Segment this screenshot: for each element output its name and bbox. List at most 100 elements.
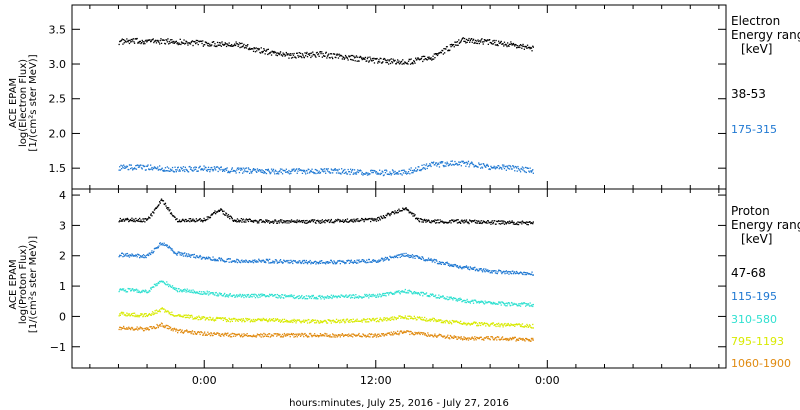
data-point xyxy=(364,334,367,336)
data-point xyxy=(260,170,262,172)
data-point xyxy=(359,335,361,337)
data-point xyxy=(454,297,457,300)
data-point xyxy=(171,41,174,43)
data-point xyxy=(135,165,137,167)
data-point xyxy=(456,266,458,268)
data-point xyxy=(207,292,209,294)
data-point xyxy=(483,303,486,305)
data-point xyxy=(471,299,473,301)
data-point xyxy=(207,42,210,45)
data-point xyxy=(240,335,242,337)
data-point xyxy=(151,327,154,329)
data-point xyxy=(293,336,295,338)
data-point xyxy=(522,221,524,223)
data-point xyxy=(400,61,402,63)
data-point xyxy=(164,311,166,313)
data-point xyxy=(124,290,126,292)
data-point xyxy=(382,217,384,219)
data-point xyxy=(443,335,445,337)
data-point xyxy=(503,270,505,272)
data-point xyxy=(375,318,377,320)
data-point xyxy=(527,303,529,305)
data-point xyxy=(245,221,247,223)
data-point xyxy=(404,317,406,319)
data-point xyxy=(335,219,337,221)
data-point xyxy=(520,324,522,326)
data-point xyxy=(463,40,465,42)
data-point xyxy=(449,321,451,324)
data-point xyxy=(476,325,478,327)
data-point xyxy=(183,290,185,292)
data-point xyxy=(438,294,440,296)
data-point xyxy=(167,325,169,327)
data-point xyxy=(444,297,446,299)
data-point xyxy=(505,222,507,224)
data-point xyxy=(409,211,411,213)
data-point xyxy=(143,41,145,43)
data-point xyxy=(330,53,332,55)
proton-ylabel-line-3: [1/(cm²s ster MeV)] xyxy=(28,236,39,333)
data-point xyxy=(146,291,148,294)
data-point xyxy=(449,298,451,300)
data-point xyxy=(214,294,216,296)
data-point xyxy=(449,296,451,299)
data-point xyxy=(519,44,522,46)
data-point xyxy=(497,220,499,223)
data-point xyxy=(427,259,429,261)
data-point xyxy=(465,220,467,222)
data-point xyxy=(323,320,325,322)
data-point xyxy=(292,262,294,265)
data-point xyxy=(171,285,174,287)
data-point xyxy=(179,170,181,172)
data-point xyxy=(162,200,165,202)
data-point xyxy=(188,289,190,291)
data-point xyxy=(362,334,365,336)
data-point xyxy=(436,260,438,262)
data-point xyxy=(242,261,244,263)
data-point xyxy=(315,220,318,222)
data-point xyxy=(223,260,225,262)
data-point xyxy=(148,313,150,315)
data-point xyxy=(245,47,248,49)
data-point xyxy=(377,172,379,174)
data-point xyxy=(250,48,252,50)
data-point xyxy=(145,169,147,171)
data-point xyxy=(254,51,257,53)
data-point xyxy=(211,259,213,261)
data-point xyxy=(478,300,480,303)
data-point xyxy=(407,60,410,62)
data-point xyxy=(206,334,208,336)
data-point xyxy=(375,218,377,220)
data-point xyxy=(505,271,507,273)
data-point xyxy=(233,294,235,296)
data-point xyxy=(311,294,313,297)
data-point xyxy=(350,171,352,173)
data-point xyxy=(149,326,151,328)
data-point xyxy=(171,249,174,251)
data-point xyxy=(455,320,457,322)
data-point xyxy=(134,255,136,257)
data-point xyxy=(410,316,412,318)
data-point xyxy=(273,262,275,264)
data-point xyxy=(480,336,482,338)
data-point xyxy=(319,172,321,174)
data-point xyxy=(157,325,159,327)
data-point xyxy=(256,319,259,321)
data-point xyxy=(337,319,340,321)
data-point xyxy=(282,262,284,264)
data-point xyxy=(453,320,455,322)
data-point xyxy=(168,313,170,315)
data-point xyxy=(528,305,531,307)
data-point xyxy=(524,222,526,224)
data-point xyxy=(462,339,464,341)
data-point xyxy=(228,317,230,319)
data-point xyxy=(303,262,305,265)
data-point xyxy=(313,334,315,337)
data-point xyxy=(513,302,515,305)
data-point xyxy=(270,168,273,170)
data-point xyxy=(500,304,502,306)
data-point xyxy=(315,298,317,300)
data-point xyxy=(332,333,334,335)
data-point xyxy=(308,53,310,55)
data-point xyxy=(144,218,147,220)
